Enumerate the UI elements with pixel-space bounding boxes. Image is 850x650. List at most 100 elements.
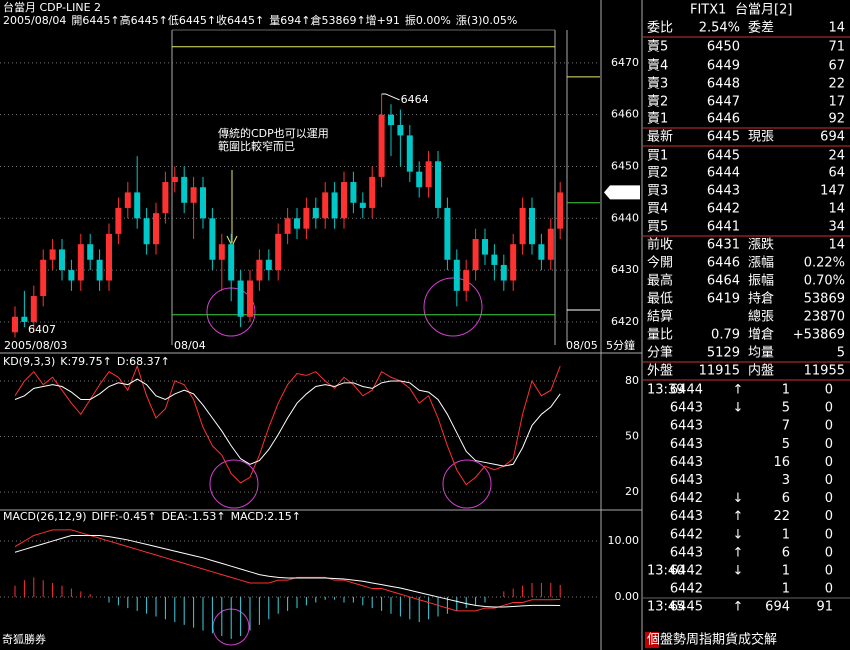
tick-price: 6443 [670,401,703,416]
candle-body [341,182,347,219]
candle-body [143,218,150,245]
quote-cell: 6464 [707,274,740,289]
session-label: 08/04 [174,339,206,352]
legend-entry: DEA:-1.53↑ [161,510,225,523]
candle-body [435,161,441,208]
low-label: 6407 [28,323,56,336]
candle-body [106,233,112,281]
quote-cell: 買3 [647,184,668,199]
candle-body [482,239,488,255]
tick-change: 0 [825,455,833,470]
y-tick-label: 6430 [611,263,639,276]
tick-price: 6443 [670,545,703,560]
candle-body [256,259,263,281]
tick-arrow: ↓ [733,527,744,542]
legend-entry: MACD:2.15↑ [231,510,301,523]
ticker: 個盤勢周指期貨成交解 [647,632,777,648]
annotation: 範圍比較窄而已 [218,139,295,153]
quote-cell: 買1 [647,149,668,164]
candle-body [284,218,291,234]
tick-change: 0 [825,491,833,506]
candle-body [171,176,178,183]
tick-volume: 1 [782,383,790,398]
quote-cell: 委比 [647,21,673,36]
quote-cell: 6448 [707,77,740,92]
tick-price: 6443 [670,419,703,434]
session-label: 08/05 [566,339,598,352]
panel-title: KD(9,3,3) [3,355,55,368]
candle-body [359,202,366,208]
tick-arrow: ↑ [733,545,744,560]
quote-cell: 結算 [647,310,673,325]
tick-change: 0 [825,473,833,488]
candle-body [378,114,385,177]
y-tick-label: 50 [625,430,639,443]
quote-cell: 前收 [647,237,673,253]
tick-volume: 6 [782,545,790,560]
quote-cell: 34 [828,220,845,235]
tick-arrow: ↓ [733,491,744,506]
indicator-line [14,378,561,467]
quote-cell: 67 [828,59,845,74]
quote-cell: 6449 [707,59,740,74]
tick-volume: 694 [765,600,790,615]
tick-time: 13:39 [647,383,684,398]
tick-volume: 3 [782,473,790,488]
quote-cell: 委差 [748,21,774,36]
candle-body [510,244,517,281]
tick-volume: 7 [782,419,790,434]
quote-cell: 6431 [707,238,740,253]
quote-cell: 2.54% [699,21,740,36]
candle-body [59,249,65,271]
tick-volume: 16 [773,455,790,470]
quote-cell: 5129 [707,346,740,361]
candle-body [30,296,37,322]
tick-arrow: ↓ [733,564,744,579]
candle-body [453,259,460,291]
indicator-line [14,534,561,608]
candle-body [331,192,338,219]
y-tick-label: 80 [625,374,639,387]
tick-volume: 22 [773,509,790,524]
candle-body [519,207,526,245]
tick-price: 6442 [670,582,703,597]
quote-cell: 增倉 [748,328,774,343]
candle-body [200,187,206,219]
last-price: 6445 [610,185,638,198]
header-quote: 開6445↑高6445↑低6445↑收6445↑ [71,13,264,27]
header-change: 漲(3)0.05% [456,14,518,27]
y-tick-label: 6450 [611,159,639,172]
y-tick-label: 6460 [611,108,639,121]
tick-price: 6442 [670,564,703,579]
candle-body [181,176,188,203]
quote-cell: 0.22% [804,256,845,271]
panel-title: MACD(26,12,9) [3,510,87,523]
tick-change: 0 [825,582,833,597]
quote-cell: 14 [828,238,845,253]
y-tick-label: 6470 [611,56,639,69]
y-tick-label: 20 [625,485,639,498]
quote-cell: 今開 [647,255,673,271]
candle-body [322,192,329,219]
candle-body [397,125,404,136]
panel-contract: 台當月[2] [735,3,792,18]
legend-entry: DIFF:-0.45↑ [92,510,157,523]
quote-cell: 漲幅 [748,256,774,271]
source-label: 奇狐勝券 [2,632,46,646]
quote-cell: 振幅 [748,274,774,289]
quote-cell: 5 [837,346,845,361]
tick-price: 6442 [670,491,703,506]
candle-body [275,233,282,271]
quote-cell: 6445 [707,130,740,145]
quote-cell: 最高 [647,273,673,289]
leader-line [381,93,400,101]
tick-price: 6442 [670,527,703,542]
candle-body [87,244,94,260]
tick-arrow: ↓ [733,401,744,416]
legend-entry: D:68.37↑ [117,355,170,368]
header-date: 2005/08/04 [3,14,66,27]
quote-cell: 17 [828,95,845,110]
quote-cell: 賣2 [647,95,668,110]
